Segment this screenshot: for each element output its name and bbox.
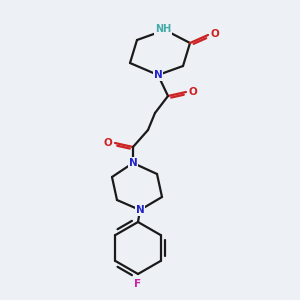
- Text: O: O: [103, 138, 112, 148]
- Text: N: N: [154, 70, 162, 80]
- Text: F: F: [134, 279, 142, 289]
- Text: N: N: [129, 158, 137, 168]
- Text: O: O: [189, 87, 197, 97]
- Text: NH: NH: [155, 24, 171, 34]
- Text: O: O: [211, 29, 219, 39]
- Text: N: N: [136, 205, 144, 215]
